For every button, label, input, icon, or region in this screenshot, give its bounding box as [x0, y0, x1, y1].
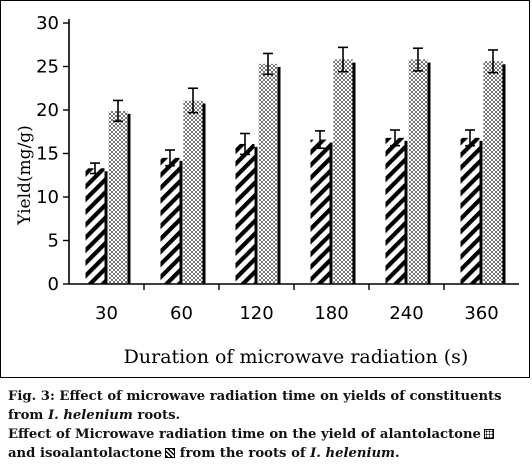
caption-line-3: Effect of Microwave radiation time on th… — [8, 425, 528, 444]
caption-line-2-prefix: from — [8, 408, 48, 423]
alantolactone-bar-60 — [183, 100, 203, 285]
alantolactone-bar-180 — [333, 59, 353, 284]
caption-line-4-suffix: . — [395, 446, 400, 461]
isoalantolactone-bar-shadow-360 — [479, 140, 483, 284]
isoalantolactone-bar-30 — [85, 168, 105, 284]
x-tick-label: 30 — [95, 303, 118, 324]
x-tick-label: 240 — [389, 303, 423, 324]
x-axis-title: Duration of microwave radiation (s) — [124, 346, 469, 368]
figure-caption: Fig. 3: Effect of microwave radiation ti… — [8, 387, 528, 463]
isoalantolactone-bar-shadow-30 — [104, 171, 108, 284]
y-tick-label: 10 — [36, 187, 59, 208]
x-tick-label: 60 — [170, 303, 193, 324]
isoalantolactone-error-bar-360 — [465, 129, 475, 147]
isoalantolactone-bar-120 — [235, 143, 255, 284]
isoalantolactone-bar-shadow-120 — [254, 146, 258, 284]
caption-species-name: I. helenium — [47, 408, 133, 423]
alantolactone-bar-30 — [108, 110, 128, 285]
y-tick-label: 5 — [48, 231, 59, 252]
isoalantolactone-bar-180 — [310, 139, 330, 284]
caption-line-1: Fig. 3: Effect of microwave radiation ti… — [8, 389, 502, 404]
alantolactone-bar-shadow-120 — [277, 66, 281, 284]
caption-line-2-suffix: roots. — [132, 408, 181, 423]
alantolactone-error-bar-60 — [188, 87, 198, 114]
isoalantolactone-bar-240 — [385, 137, 405, 284]
caption-line-4: and isoalantolactone from the roots of I… — [8, 444, 528, 463]
alantolactone-bar-360 — [483, 61, 503, 284]
isoalantolactone-bar-shadow-60 — [179, 160, 183, 284]
y-tick-label: 30 — [36, 13, 59, 34]
alantolactone-error-bar-120 — [263, 52, 273, 76]
caption-line-4-prefix: and isoalantolactone — [8, 446, 163, 461]
caption-line-2: from I. helenium roots. — [8, 406, 528, 425]
alantolactone-legend-swatch — [483, 429, 494, 439]
y-tick-label: 0 — [48, 274, 59, 295]
isoalantolactone-error-bar-60 — [165, 149, 175, 167]
isoalantolactone-error-bar-120 — [240, 132, 250, 156]
alantolactone-error-bar-30 — [113, 99, 123, 123]
isoalantolactone-error-bar-180 — [315, 130, 325, 150]
y-tick-label: 15 — [36, 144, 59, 165]
y-axis-title: Yield(mg/g) — [15, 125, 35, 226]
x-tick-label: 360 — [464, 303, 498, 324]
isoalantolactone-bar-shadow-240 — [404, 140, 408, 284]
alantolactone-bar-shadow-240 — [427, 62, 431, 284]
alantolactone-error-bar-180 — [338, 46, 348, 73]
chart-frame: 30 60 120 180 240 360 0 5 10 15 20 25 30 Yield(mg/g)… — [0, 0, 530, 378]
bar-chart: 30 60 120 180 240 360 0 5 10 15 20 25 30 Yield(mg/g)… — [15, 13, 519, 368]
y-tick-label: 25 — [36, 57, 59, 78]
alantolactone-bar-shadow-180 — [352, 62, 356, 284]
caption-line-3-text: Effect of Microwave radiation time on th… — [8, 427, 481, 442]
x-tick-label: 180 — [314, 303, 348, 324]
alantolactone-bar-shadow-60 — [202, 103, 206, 285]
x-tick-label: 120 — [239, 303, 273, 324]
alantolactone-error-bar-240 — [413, 47, 423, 72]
isoalantolactone-bar-60 — [160, 157, 180, 284]
alantolactone-bar-240 — [408, 59, 428, 284]
alantolactone-bar-120 — [258, 63, 278, 284]
isoalantolactone-bar-shadow-180 — [329, 142, 333, 284]
y-tick-label: 20 — [36, 100, 59, 121]
alantolactone-error-bar-360 — [488, 49, 498, 74]
isoalantolactone-bar-360 — [460, 137, 480, 284]
isoalantolactone-error-bar-30 — [90, 162, 100, 175]
caption-species-name-2: I. helenium — [310, 446, 395, 461]
isoalantolactone-legend-swatch — [165, 448, 176, 458]
alantolactone-bar-shadow-360 — [502, 64, 506, 284]
caption-line-4-middle: from the roots of — [175, 446, 311, 461]
alantolactone-bar-shadow-30 — [127, 113, 131, 285]
isoalantolactone-error-bar-240 — [390, 129, 400, 147]
